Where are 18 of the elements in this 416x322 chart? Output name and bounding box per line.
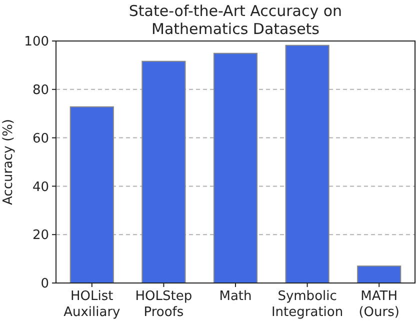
bar	[213, 52, 258, 284]
x-tick-label: MATH (Ours)	[358, 289, 400, 320]
bar	[142, 60, 186, 284]
x-tick-label: HOList Auxiliary	[64, 289, 121, 320]
y-tick-label: 40	[32, 180, 49, 195]
bar	[357, 266, 402, 284]
y-tick-label: 80	[32, 82, 49, 98]
bar	[70, 106, 114, 284]
y-axis-title: Accuracy (%)	[1, 119, 16, 205]
y-tick-label: 0	[40, 276, 49, 292]
x-tick-label: Symbolic Integration	[271, 289, 344, 320]
y-tick-label: 60	[32, 131, 49, 146]
chart-title: State-of-the-Art Accuracy on Mathematics Datasets	[128, 2, 342, 38]
y-tick-label: 100	[24, 34, 49, 50]
bar	[285, 44, 330, 284]
x-tick-label: HOLStep Proofs	[135, 289, 192, 320]
y-tick-label: 20	[32, 228, 49, 244]
x-tick-label: Math	[219, 289, 252, 304]
